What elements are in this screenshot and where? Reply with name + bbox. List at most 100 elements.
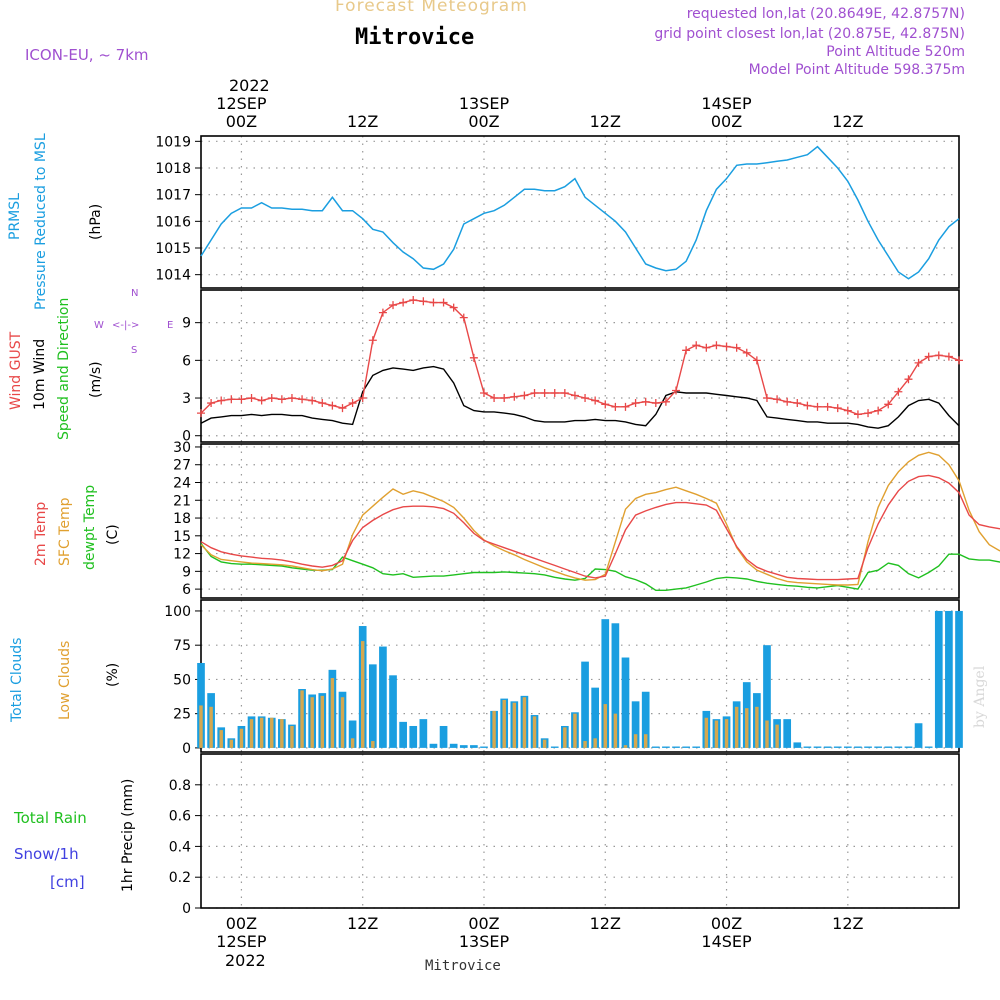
low-clouds-bar [371, 741, 375, 748]
snow-unit-label: [cm] [50, 873, 85, 891]
total-clouds-bar [813, 746, 822, 748]
time-tick-label: 00Z [710, 112, 743, 131]
low-clouds-bar [765, 720, 769, 748]
gust-marker [864, 409, 873, 418]
pressure-tick-label: 1016 [155, 214, 191, 230]
clouds-tick-label: 100 [164, 604, 191, 620]
pressure-tick-label: 1017 [155, 188, 191, 204]
gust-marker [651, 399, 660, 408]
total-clouds-bar [864, 746, 872, 748]
low-clouds-bar [623, 745, 628, 748]
temperature-tick-label: 27 [173, 458, 191, 474]
total-clouds-bar [601, 619, 610, 748]
sfc-temp-line [200, 451, 1000, 586]
time-tick-label: 00Z [225, 914, 258, 933]
temperature-tick-label: 30 [173, 440, 191, 456]
date-tick-label: 12SEP [216, 932, 267, 951]
date-tick-label: 14SEP [701, 94, 752, 113]
gust-marker [237, 395, 246, 404]
low-clouds-bar [320, 695, 324, 748]
gust-marker [601, 400, 610, 409]
clouds-tick-label: 0 [182, 741, 191, 757]
gust-marker [409, 296, 418, 305]
gust-marker [358, 394, 367, 403]
temperature-tick-label: 12 [173, 547, 191, 563]
total-clouds-bar [672, 746, 680, 748]
total-clouds-bar [884, 746, 893, 748]
gust-marker [277, 395, 286, 404]
product-title: Forecast Meteogram [335, 0, 528, 16]
date-tick-label: 12SEP [216, 94, 267, 113]
total-clouds-bar [379, 646, 387, 748]
gust-marker [267, 394, 276, 403]
low-clouds-bar [734, 706, 739, 748]
low-clouds-bar [209, 706, 213, 748]
gust-marker [247, 394, 256, 403]
wind-tick-label: 0 [182, 429, 191, 445]
time-tick-label: 12Z [347, 112, 379, 131]
total-clouds-bar [470, 745, 478, 748]
low-clouds-bar [613, 713, 618, 748]
gust-marker [894, 387, 903, 396]
total-clouds-bar [763, 645, 771, 748]
low-clouds-bar [603, 704, 607, 748]
total-clouds-bar [682, 746, 690, 748]
gust-marker [439, 298, 448, 307]
total-clouds-bar [894, 746, 903, 748]
dewpt-line [200, 543, 1000, 591]
total-clouds-bar [449, 743, 458, 748]
gust-marker [399, 298, 408, 307]
gust-marker [459, 313, 468, 322]
temperature-frame [200, 443, 960, 599]
total-clouds-bar [945, 610, 953, 748]
temperature-tick-label: 18 [173, 511, 191, 527]
total-clouds-bar [368, 664, 377, 748]
gust-marker [944, 352, 953, 361]
pressure-frame [200, 135, 960, 289]
gust-marker [682, 346, 691, 355]
precipitation-panel: 0 0.2 0.4 0.6 0.8 [169, 753, 960, 917]
gust-marker [469, 353, 478, 362]
low-clouds-bar [229, 739, 234, 748]
gust-marker [752, 356, 761, 365]
pressure-tick-label: 1014 [155, 268, 191, 284]
total-clouds-bar [783, 719, 792, 748]
wind-panel: 0 3 6 9 [182, 289, 963, 445]
gust-marker [813, 402, 822, 411]
gust-marker [732, 343, 741, 352]
total-clouds-bar [429, 743, 438, 748]
total-clouds-bar [197, 662, 205, 748]
prmsl-line [200, 145, 960, 280]
gust-marker [207, 399, 216, 408]
gust-marker [257, 396, 266, 405]
low-clouds-bar [492, 710, 496, 748]
low-clouds-bar [290, 725, 294, 748]
model-name: ICON-EU, ~ 7km [25, 46, 149, 64]
gust-marker [368, 336, 377, 345]
low-clouds-bar [542, 739, 547, 748]
temperature-tick-label: 15 [173, 529, 191, 545]
total-clouds-bar [904, 746, 913, 748]
total-clouds-bar [934, 610, 943, 748]
pressure-tick-label: 1019 [155, 134, 191, 150]
grid-point-coords: grid point closest lon,lat (20.875E, 42.… [654, 26, 965, 42]
gust-marker [389, 301, 398, 310]
time-tick-label: 12Z [832, 112, 864, 131]
temperature-tick-label: 9 [182, 564, 191, 580]
total-clouds-bar [692, 746, 701, 748]
total-clouds-bar [591, 687, 600, 748]
precipitation-tick-label: 0.8 [169, 778, 191, 794]
gust-marker [217, 396, 226, 405]
total-clouds-bar [399, 721, 407, 748]
low-clouds-bar [775, 724, 779, 748]
date-tick-label: 13SEP [458, 932, 510, 951]
low-clouds-bar [280, 719, 284, 748]
t2m-line [200, 474, 1000, 581]
low-clouds-bar [532, 716, 537, 748]
low-clouds-bar [704, 717, 709, 748]
gust-marker [581, 394, 590, 403]
gust-marker [520, 391, 529, 400]
gust-marker [429, 298, 438, 307]
total-clouds-bar [611, 623, 620, 748]
total-clouds-bar [874, 746, 882, 748]
